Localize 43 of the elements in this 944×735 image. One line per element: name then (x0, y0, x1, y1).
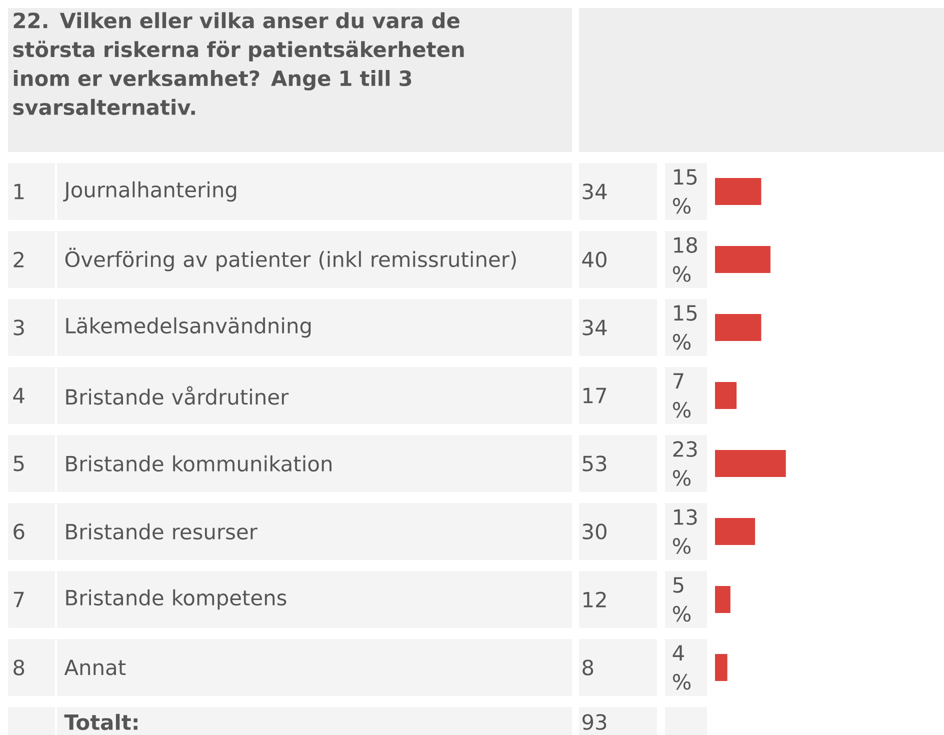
y-tick-label: Bristande kompetens (66, 589, 286, 610)
data-label: 7 % (672, 373, 691, 418)
data-label: 13 % (672, 509, 697, 554)
y-tick-label: Bristande kommunikation (66, 455, 332, 472)
text: 34 (582, 320, 607, 336)
bar (715, 314, 762, 342)
data-label: 15 % (672, 305, 697, 350)
bar (715, 586, 730, 614)
data-label: 4 % (672, 645, 691, 690)
bar (715, 518, 756, 546)
text: 2 (14, 252, 24, 268)
bar (715, 246, 770, 274)
text: 53 (582, 456, 606, 472)
text: 12 (584, 592, 606, 608)
y-tick-label: Överföring av patienter (inkl remissrutiner) (65, 248, 516, 272)
y-tick-label: Annat (64, 660, 126, 676)
text: 17 (584, 388, 606, 404)
y-tick-label: Journalhantering (63, 181, 236, 202)
bar (715, 178, 762, 206)
text: 34 (582, 184, 607, 200)
y-tick-label: Bristande vårdrutiner (66, 386, 289, 405)
y-tick-label: Bristande resurser (66, 523, 258, 540)
text: 3 (14, 320, 24, 336)
y-tick-label: Läkemedelsanvändning (66, 317, 311, 338)
text: 22. Vilken eller vilka anser du vara de största riskerna för patientsäkerheten inom er verksamhet? Ange 1 till 3 svarsalternativ. (13, 12, 464, 116)
bar (715, 450, 786, 478)
data-label: 5 % (672, 577, 691, 622)
text: 40 (582, 252, 606, 268)
text: 1 (14, 184, 24, 200)
text: 93 (582, 714, 606, 730)
text: 30 (582, 524, 606, 540)
text: 5 (14, 456, 24, 472)
data-label: 18 % (672, 237, 697, 282)
bar (715, 382, 737, 410)
bar (715, 654, 728, 682)
text: 8 (14, 660, 24, 676)
text: 6 (14, 524, 24, 540)
data-label: 15 % (672, 169, 697, 214)
text: 4 (13, 388, 24, 404)
data-label: 23 % (672, 441, 697, 486)
text: 8 (582, 660, 594, 676)
text: Totalt: (64, 714, 138, 730)
text: 7 (14, 592, 24, 608)
